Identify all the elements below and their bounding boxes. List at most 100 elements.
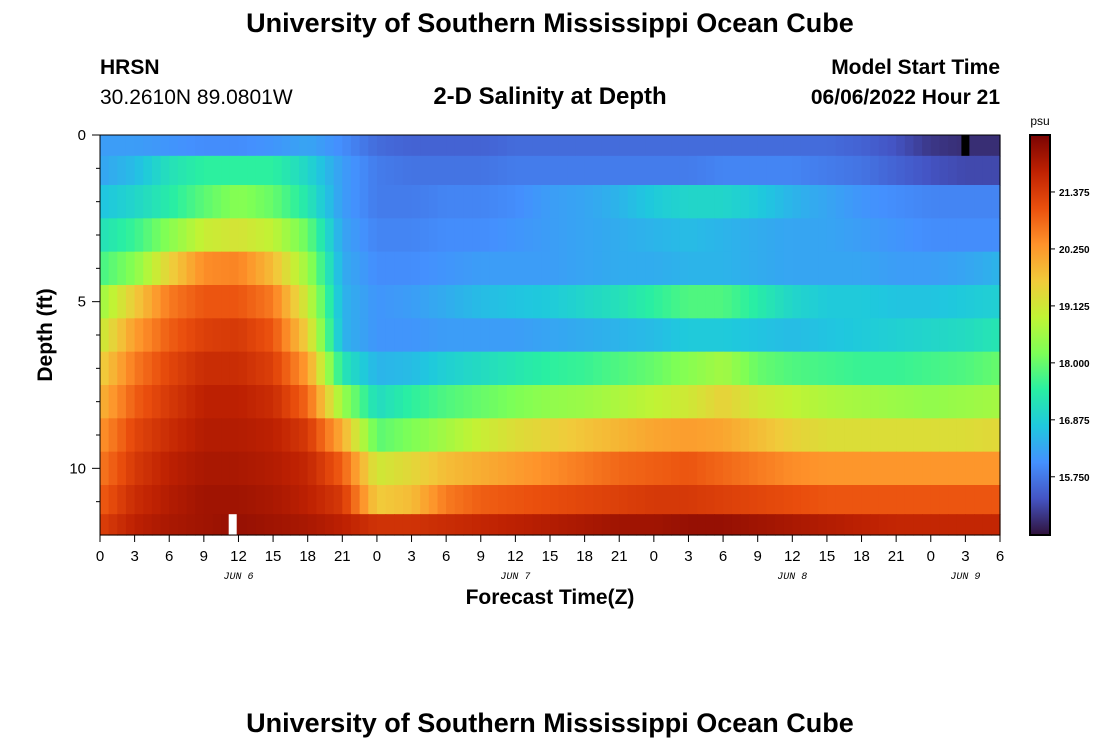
heatmap-cell (117, 155, 127, 186)
x-tick-label: 18 (576, 548, 593, 565)
heatmap-cell (515, 418, 525, 453)
heatmap-cell (541, 514, 551, 536)
heatmap-cell (325, 318, 335, 353)
x-axis: 0 3 6 9 12 15 18 21 0 3 6 9 12 15 18 21 0 3 6 9 12 15 18 21 0 3 6 J… (96, 534, 1004, 583)
heatmap-cell (913, 451, 923, 486)
heatmap-cell (792, 485, 802, 515)
heatmap-cell (385, 155, 395, 186)
heatmap-cell (541, 285, 551, 319)
heatmap-cell (221, 318, 231, 353)
heatmap-cell (376, 318, 387, 353)
heatmap-cell (558, 351, 568, 386)
heatmap-cell (723, 318, 733, 353)
heatmap-cell (480, 155, 491, 186)
heatmap-cell (584, 514, 594, 536)
heatmap-cell (134, 318, 144, 353)
heatmap-cell (532, 351, 542, 386)
heatmap-cell (134, 418, 144, 453)
heatmap-cell (645, 451, 655, 486)
heatmap-cell (878, 185, 889, 219)
heatmap-cell (714, 318, 724, 353)
heatmap-cell (376, 451, 387, 486)
heatmap-cell (402, 155, 413, 186)
heatmap-cell (160, 351, 170, 386)
y-axis-title: Depth (ft) (34, 288, 57, 381)
heatmap-cell (584, 285, 594, 319)
heatmap-cell (679, 185, 690, 219)
heatmap-cell (974, 385, 984, 419)
heatmap-cell (783, 218, 793, 253)
heatmap-cell (930, 385, 941, 419)
heatmap-cell (255, 155, 266, 186)
heatmap-cell (359, 385, 369, 419)
heatmap-cell (100, 351, 110, 386)
heatmap-cell (662, 451, 672, 486)
heatmap-cell (723, 285, 733, 319)
heatmap-cell (610, 485, 620, 515)
heatmap-cell (316, 135, 326, 157)
heatmap-cell (532, 485, 542, 515)
heatmap-cell (299, 285, 309, 319)
heatmap-cell (593, 485, 603, 515)
heatmap-cell (904, 318, 915, 353)
heatmap-cell (697, 251, 707, 286)
heatmap-cell (212, 155, 222, 186)
heatmap-cell (619, 285, 629, 319)
heatmap-cell (290, 155, 300, 186)
heatmap-cell (749, 351, 759, 386)
heatmap-cell (671, 155, 681, 186)
heatmap-cell (108, 451, 118, 486)
heatmap-cell (359, 185, 369, 219)
heatmap-cell (671, 251, 681, 286)
heatmap-cell (221, 285, 231, 319)
heatmap-cell (852, 135, 863, 157)
heatmap-cell (463, 135, 473, 157)
heatmap-cell (870, 185, 880, 219)
heatmap-cell (402, 218, 413, 253)
heatmap-cell (818, 418, 828, 453)
heatmap-cell (437, 351, 447, 386)
heatmap-cell (939, 514, 949, 536)
heatmap-cell (437, 251, 447, 286)
heatmap-cell (775, 451, 785, 486)
heatmap-cell (636, 418, 646, 453)
heatmap-cell (212, 135, 222, 157)
heatmap-cell (169, 418, 179, 453)
heatmap-cell (238, 135, 248, 157)
heatmap-cell (601, 451, 612, 486)
heatmap-cell (143, 514, 153, 536)
heatmap-cell (688, 185, 698, 219)
heatmap-cell (948, 251, 958, 286)
heatmap-cell (904, 155, 915, 186)
heatmap-cell (463, 251, 473, 286)
x-tick-label: 9 (477, 548, 485, 565)
heatmap-cell (870, 385, 880, 419)
heatmap-cell (498, 351, 508, 386)
heatmap-cell (247, 218, 257, 253)
heatmap-cell (939, 318, 949, 353)
heatmap-cell (238, 251, 248, 286)
heatmap-cell (584, 351, 594, 386)
heatmap-cell (731, 218, 741, 253)
heatmap-cell (454, 418, 465, 453)
heatmap-cell (965, 418, 975, 453)
heatmap-cell (454, 514, 465, 536)
heatmap-cell (835, 218, 845, 253)
heatmap-cell (922, 135, 932, 157)
heatmap-cell (792, 218, 802, 253)
heatmap-cell (679, 485, 690, 515)
heatmap-cell (757, 218, 767, 253)
heatmap-cell (610, 285, 620, 319)
heatmap-cell (705, 185, 716, 219)
heatmap-cell (394, 514, 404, 536)
heatmap-cell (290, 185, 300, 219)
heatmap-cell (385, 218, 395, 253)
heatmap-cell (532, 218, 542, 253)
heatmap-cell (151, 135, 162, 157)
x-tick-label: 15 (265, 548, 282, 565)
heatmap-cell (723, 218, 733, 253)
heatmap-cell (264, 251, 274, 286)
heatmap-cell (627, 218, 638, 253)
heatmap-cell (653, 385, 664, 419)
